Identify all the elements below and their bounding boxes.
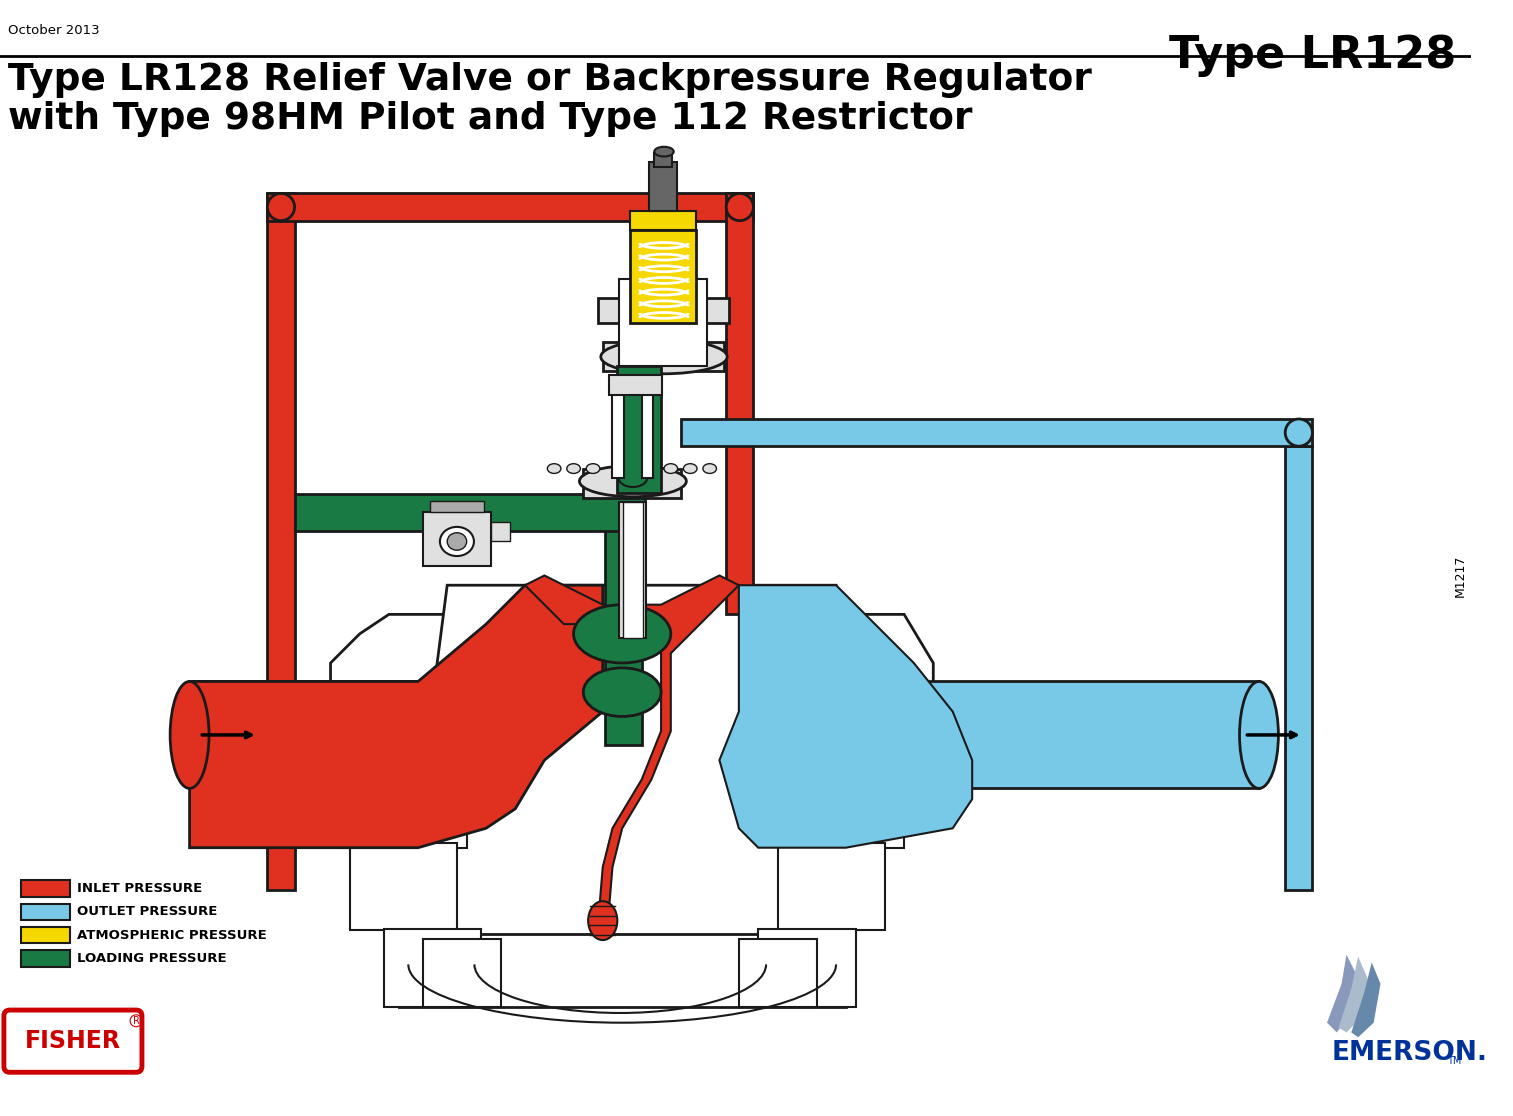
Bar [21,950,70,966]
Polygon shape [330,615,477,828]
Bar [268,193,295,891]
Bar [1285,446,1312,891]
Ellipse shape [684,464,697,473]
Bar [738,939,817,1007]
Polygon shape [797,615,934,828]
Bar [584,469,681,498]
Polygon shape [409,585,837,935]
Ellipse shape [704,464,717,473]
Text: EMERSON.: EMERSON. [1331,1040,1487,1067]
Polygon shape [719,585,973,848]
Bar [613,391,625,479]
Text: LOADING PRESSURE: LOADING PRESSURE [77,952,227,965]
Bar [384,930,481,1007]
FancyBboxPatch shape [5,1010,142,1072]
Bar [430,501,484,512]
Bar [490,522,510,541]
Ellipse shape [268,193,295,221]
Bar [629,211,696,230]
Text: OUTLET PRESSURE: OUTLET PRESSURE [77,905,218,918]
Ellipse shape [448,532,466,550]
Bar [21,881,70,897]
Bar [619,501,646,637]
Bar [758,682,1259,788]
Bar [629,230,696,323]
Text: Type LR128: Type LR128 [1170,33,1457,77]
Bar [424,512,490,566]
Bar [189,682,428,788]
Bar [642,391,654,479]
Text: with Type 98HM Pilot and Type 112 Restrictor: with Type 98HM Pilot and Type 112 Restri… [8,102,973,137]
Bar [295,494,645,531]
Bar [619,279,707,366]
Bar [617,366,661,493]
Bar [758,930,855,1007]
Bar [623,501,643,637]
Ellipse shape [664,464,678,473]
Ellipse shape [726,193,753,221]
Text: October 2013: October 2013 [8,25,100,37]
Ellipse shape [601,339,728,374]
Bar [605,497,642,744]
Text: INLET PRESSURE: INLET PRESSURE [77,882,203,895]
Bar [778,843,885,931]
Polygon shape [1327,954,1356,1032]
Bar [681,418,1312,446]
Ellipse shape [548,464,561,473]
Bar [598,298,729,323]
Ellipse shape [567,464,581,473]
Bar [726,193,753,615]
Bar [268,193,753,221]
Text: FISHER: FISHER [24,1029,121,1054]
Ellipse shape [589,902,617,940]
Polygon shape [1339,956,1368,1032]
Polygon shape [1351,962,1380,1037]
Bar [778,766,905,848]
Ellipse shape [169,682,209,788]
Ellipse shape [584,667,661,716]
Ellipse shape [440,527,474,556]
Polygon shape [189,585,602,848]
Text: TM: TM [1446,1057,1462,1067]
Text: R: R [133,1016,139,1026]
Ellipse shape [579,465,687,497]
Text: Type LR128 Relief Valve or Backpressure Regulator: Type LR128 Relief Valve or Backpressure … [8,62,1092,98]
Bar [350,843,457,931]
Bar [21,927,70,943]
Bar [608,375,663,395]
Text: ATMOSPHERIC PRESSURE: ATMOSPHERIC PRESSURE [77,929,266,942]
Bar [340,766,466,848]
Bar [654,153,672,167]
Polygon shape [525,576,738,925]
Bar [424,939,501,1007]
Text: M1217: M1217 [1454,555,1466,597]
Bar [21,904,70,920]
Bar [649,162,676,211]
Ellipse shape [573,605,670,663]
Bar [602,343,725,372]
Bar [398,934,846,1007]
Ellipse shape [1239,682,1278,788]
Ellipse shape [1285,418,1312,446]
Ellipse shape [586,464,599,473]
Ellipse shape [654,147,673,156]
